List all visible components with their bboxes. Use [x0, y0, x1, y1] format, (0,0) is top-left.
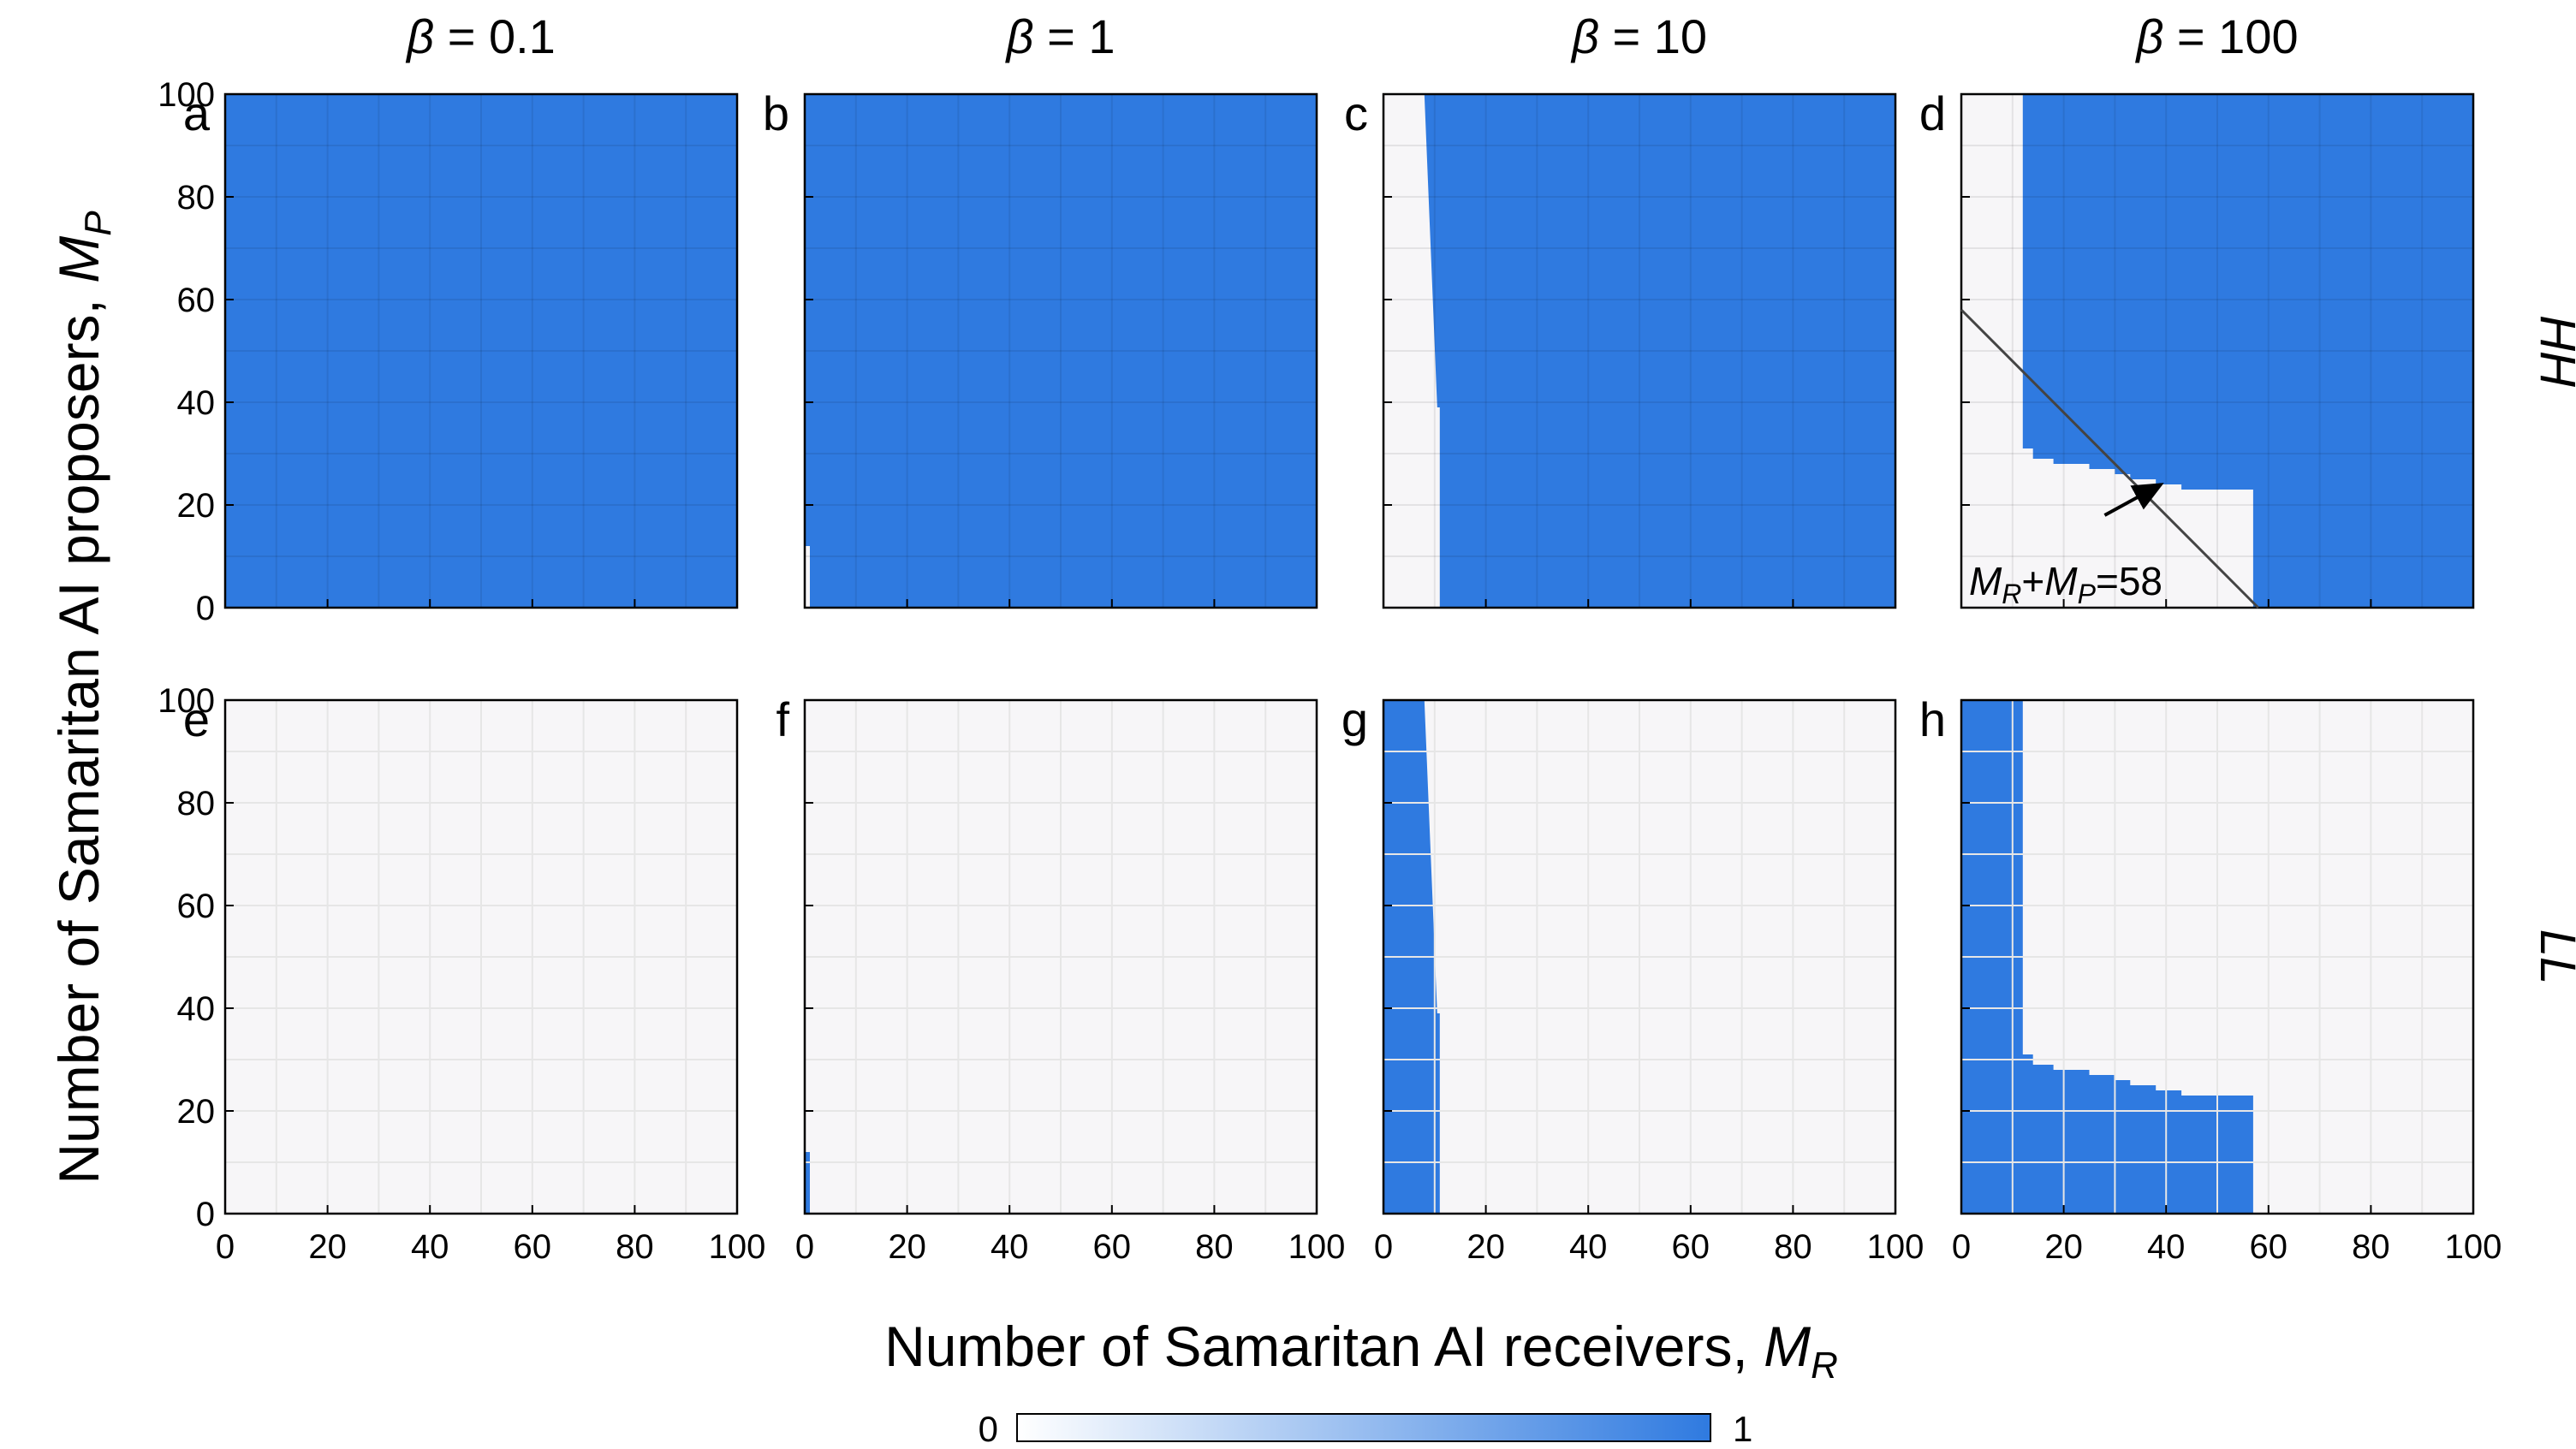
x-tick-label: 80	[1774, 1228, 1812, 1266]
column-title-2: β = 10	[1570, 9, 1707, 63]
panel-letter-a: a	[183, 86, 211, 140]
y-axis-label: Number of Samaritan AI proposers, MP	[47, 211, 119, 1185]
y-tick-label: 80	[177, 179, 216, 217]
y-tick-label: 40	[177, 384, 216, 422]
beta-symbol: β	[405, 9, 434, 63]
x-tick-label: 40	[411, 1228, 449, 1266]
constraint-line	[1960, 308, 2259, 609]
y-tick-label: 0	[196, 590, 215, 627]
y-tick-label: 60	[177, 888, 216, 925]
heatmap-panel-g: 0 20 40 60 80 100 g	[1342, 692, 1925, 1266]
panel-letter-h: h	[1919, 692, 1946, 746]
row-label-ll: LL	[2530, 929, 2576, 985]
heatmap-panel-f: 0 20 40 60 80 100 f	[776, 692, 1345, 1266]
x-tick-label: 100	[1288, 1228, 1346, 1266]
heatmap-region	[1961, 94, 2253, 608]
annotation-arrow	[2103, 483, 2164, 517]
row-label-hh: HH	[2530, 315, 2576, 387]
panel-frame	[803, 698, 1318, 1215]
x-tick-label: 0	[1952, 1228, 1971, 1266]
heatmap-region	[805, 546, 810, 608]
x-tick-label: 20	[2044, 1228, 2083, 1266]
y-tick-label: 100	[158, 682, 215, 720]
x-tick-label: 60	[1672, 1228, 1710, 1266]
x-tick-label: 80	[1195, 1228, 1234, 1266]
panel-frame	[803, 92, 1318, 609]
heatmap-panel-h: 0 20 40 60 80 100 h	[1919, 692, 2502, 1266]
panel-letter-c: c	[1344, 86, 1368, 140]
column-title-1: β = 1	[1005, 9, 1115, 63]
x-tick-label: 0	[1374, 1228, 1393, 1266]
x-tick-label: 20	[308, 1228, 347, 1266]
x-tick-label: 60	[514, 1228, 552, 1266]
panel-background	[1383, 94, 1895, 608]
panel-letter-e: e	[183, 692, 210, 746]
beta-symbol: β	[1570, 9, 1599, 63]
x-axis-label: Number of Samaritan AI receivers, MR	[884, 1315, 1838, 1387]
y-tick-label: 100	[158, 76, 215, 114]
panel-letter-b: b	[763, 86, 789, 140]
y-tick-label: 60	[177, 282, 216, 319]
panel-frame	[1382, 698, 1897, 1215]
x-tick-label: 80	[2352, 1228, 2390, 1266]
x-tick-label: 0	[795, 1228, 814, 1266]
y-tick-label: 20	[177, 487, 216, 525]
panel-background	[225, 94, 737, 608]
y-tick-label: 20	[177, 1093, 216, 1131]
x-tick-label: 100	[2445, 1228, 2502, 1266]
beta-value: = 1	[1034, 9, 1115, 63]
x-tick-label: 40	[2147, 1228, 2186, 1266]
colorbar-gradient	[1016, 1413, 1711, 1442]
panel-frame	[1960, 698, 2475, 1215]
annotation-label: MR+MP=58	[1969, 559, 2163, 609]
x-tick-label: 100	[709, 1228, 766, 1266]
panel-frame	[1382, 92, 1897, 609]
x-tick-label: 60	[1093, 1228, 1132, 1266]
heatmap-panel-d: d MR+MP=58	[1919, 86, 2475, 609]
heatmap-panel-c: c	[1344, 86, 1897, 609]
panel-frame	[223, 92, 739, 609]
x-tick-label: 20	[888, 1228, 926, 1266]
column-title-3: β = 100	[2134, 9, 2298, 63]
beta-value: = 10	[1599, 9, 1707, 63]
x-tick-label: 20	[1466, 1228, 1505, 1266]
panel-letter-g: g	[1342, 692, 1368, 746]
y-tick-label: 80	[177, 785, 216, 822]
beta-value: = 0.1	[434, 9, 556, 63]
x-tick-label: 40	[1569, 1228, 1608, 1266]
panel-frame	[223, 698, 739, 1215]
y-tick-label: 40	[177, 990, 216, 1028]
colorbar-max-label: 1	[1733, 1409, 1752, 1449]
beta-symbol: β	[1005, 9, 1034, 63]
x-tick-label: 0	[216, 1228, 235, 1266]
heatmap-panel-b: b	[763, 86, 1318, 609]
x-tick-label: 40	[991, 1228, 1029, 1266]
beta-value: = 100	[2163, 9, 2298, 63]
panel-letter-d: d	[1919, 86, 1946, 140]
panel-letter-f: f	[776, 692, 789, 746]
colorbar: 0 1	[979, 1409, 1753, 1449]
heatmap-region	[1961, 700, 2253, 1214]
x-tick-label: 60	[2250, 1228, 2288, 1266]
y-tick-label: 0	[196, 1196, 215, 1233]
x-tick-label: 80	[616, 1228, 654, 1266]
panel-frame	[1960, 92, 2475, 609]
colorbar-min-label: 0	[979, 1409, 998, 1449]
panel-background	[805, 94, 1317, 608]
x-tick-label: 100	[1867, 1228, 1925, 1266]
column-title-0: β = 0.1	[405, 9, 556, 63]
heatmap-region	[805, 1152, 810, 1214]
heatmap-region	[1383, 94, 1440, 608]
beta-symbol: β	[2134, 9, 2163, 63]
